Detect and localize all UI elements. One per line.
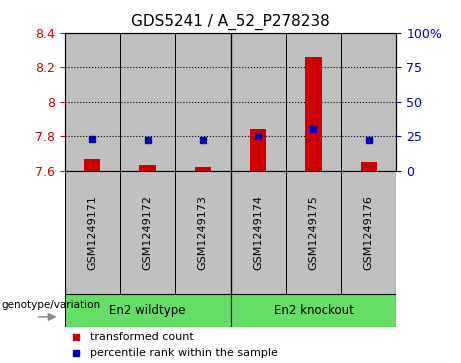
Bar xyxy=(65,294,230,327)
Text: GSM1249173: GSM1249173 xyxy=(198,195,208,270)
Text: GSM1249176: GSM1249176 xyxy=(364,195,374,270)
Text: transformed count: transformed count xyxy=(90,332,194,342)
Bar xyxy=(250,129,266,171)
Bar xyxy=(341,33,396,171)
Bar xyxy=(120,33,175,171)
Text: En2 wildtype: En2 wildtype xyxy=(109,304,186,317)
Text: percentile rank within the sample: percentile rank within the sample xyxy=(90,348,278,358)
Bar xyxy=(305,57,322,171)
Bar xyxy=(175,33,230,171)
Title: GDS5241 / A_52_P278238: GDS5241 / A_52_P278238 xyxy=(131,14,330,30)
Bar xyxy=(286,171,341,294)
Text: GSM1249171: GSM1249171 xyxy=(87,195,97,270)
Bar xyxy=(139,166,156,171)
Text: genotype/variation: genotype/variation xyxy=(1,301,100,310)
Bar xyxy=(361,162,377,171)
Bar xyxy=(341,171,396,294)
Bar xyxy=(195,167,211,171)
Text: En2 knockout: En2 knockout xyxy=(273,304,354,317)
Bar xyxy=(65,33,120,171)
Bar xyxy=(84,159,100,171)
Bar xyxy=(286,33,341,171)
Bar xyxy=(65,171,120,294)
Text: GSM1249174: GSM1249174 xyxy=(253,195,263,270)
Bar xyxy=(175,171,230,294)
Bar xyxy=(230,171,286,294)
Text: GSM1249172: GSM1249172 xyxy=(142,195,153,270)
Bar xyxy=(230,294,396,327)
Bar xyxy=(120,171,175,294)
Bar xyxy=(230,33,286,171)
Text: GSM1249175: GSM1249175 xyxy=(308,195,319,270)
